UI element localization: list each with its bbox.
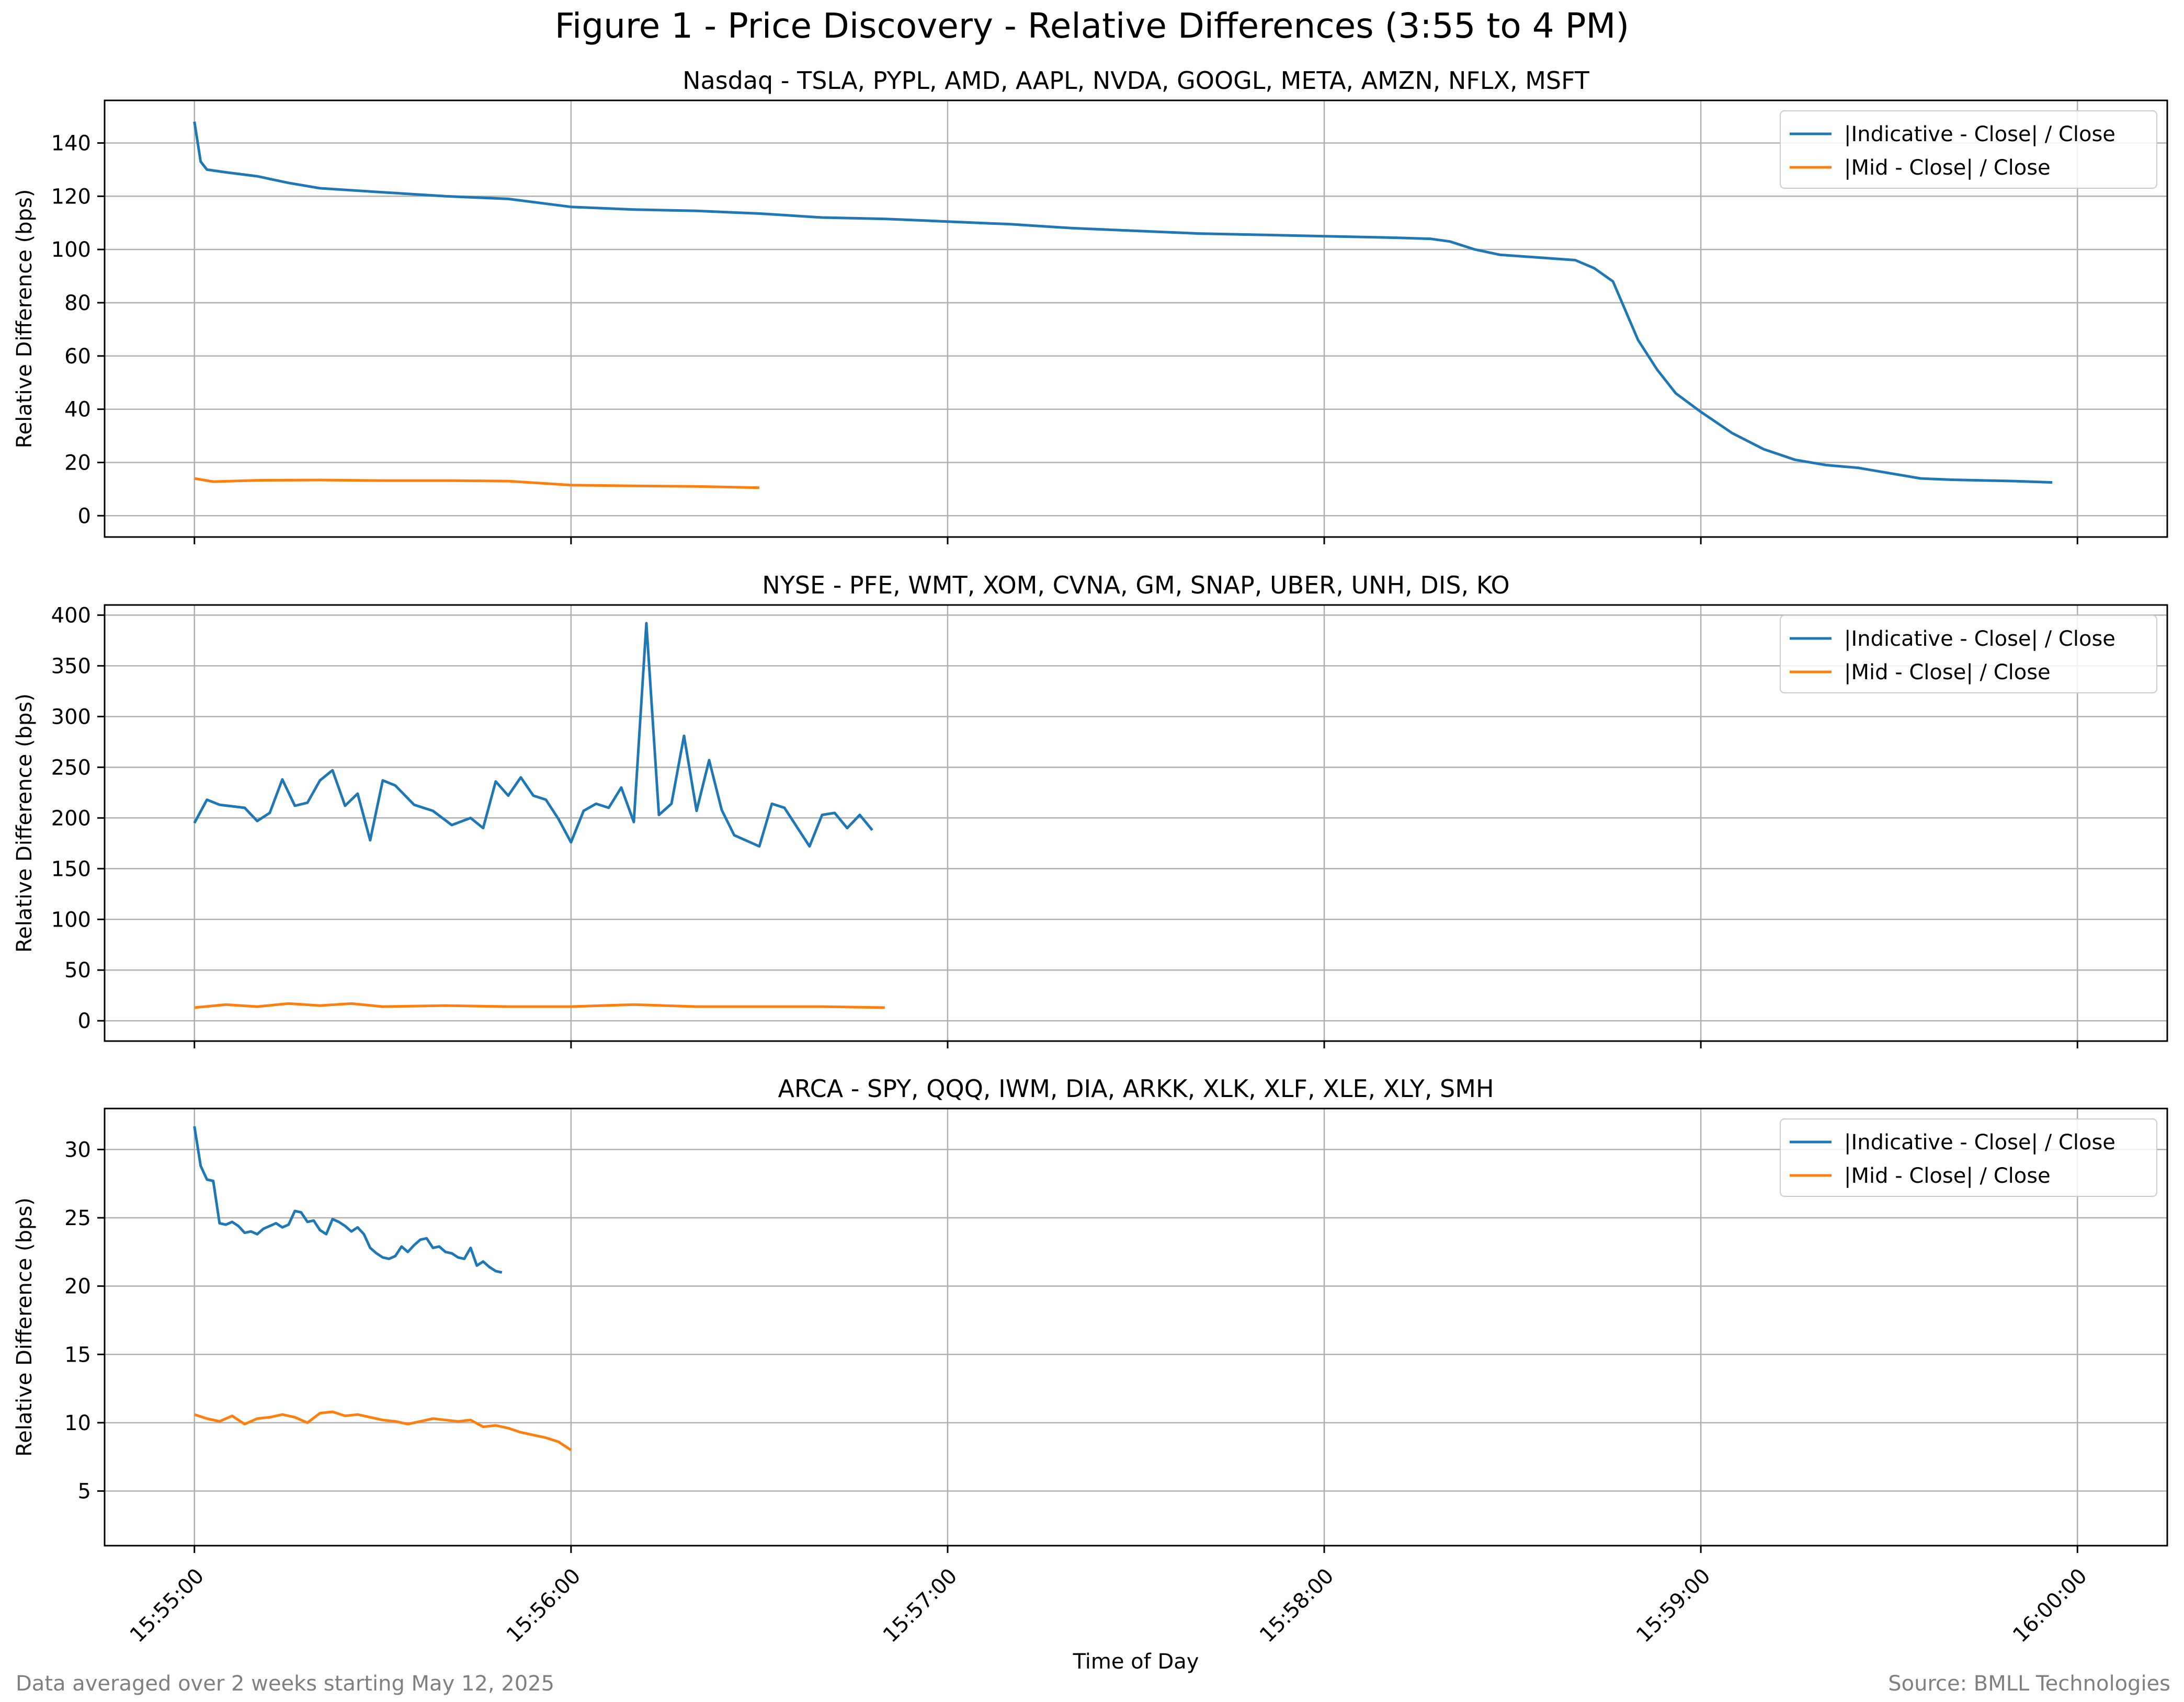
panel-title: NYSE - PFE, WMT, XOM, CVNA, GM, SNAP, UB… xyxy=(762,571,1509,599)
series-line-mid xyxy=(194,1002,885,1009)
panel-1: 0 20 40 60 80 100 120 140 Nasdaq - TSLA, PYPL, A… xyxy=(13,66,2168,544)
y-tick-label: 200 xyxy=(51,806,91,830)
legend-box xyxy=(1780,110,2157,189)
y-tick-label: 30 xyxy=(64,1138,91,1162)
series-line-indicative xyxy=(193,1126,503,1274)
y-axis-label: Relative Difference (bps) xyxy=(13,1197,37,1457)
y-tick-label: 10 xyxy=(64,1411,91,1435)
axes-frame xyxy=(104,1107,2168,1547)
series-line-indicative xyxy=(193,622,873,848)
y-tick-label: 400 xyxy=(51,603,91,627)
axes-frame xyxy=(104,604,2168,1042)
y-tick-label: 150 xyxy=(51,857,91,881)
legend-label: |Mid - Close| / Close xyxy=(1844,660,2051,684)
legend-label: |Mid - Close| / Close xyxy=(1844,1164,2051,1188)
y-tick-label: 25 xyxy=(64,1206,91,1230)
y-tick-label: 140 xyxy=(51,131,91,155)
y-tick-label: 20 xyxy=(64,451,91,475)
y-tick-label: 80 xyxy=(64,291,91,315)
legend-box xyxy=(1780,615,2157,693)
panel-title: ARCA - SPY, QQQ, IWM, DIA, ARKK, XLK, XL… xyxy=(778,1075,1494,1103)
x-axis-label: Time of Day xyxy=(1073,1650,1199,1674)
y-tick-label: 250 xyxy=(51,756,91,780)
series-line-indicative xyxy=(193,121,2053,484)
panel-2: 0 50 100 150 200 250 300 350 400 NYSE - PFE, WMT,… xyxy=(13,571,2168,1048)
y-tick-label: 0 xyxy=(78,504,91,528)
axes-frame xyxy=(104,99,2168,538)
y-tick-label: 50 xyxy=(64,958,91,983)
y-tick-label: 20 xyxy=(64,1275,91,1299)
legend-label: |Indicative - Close| / Close xyxy=(1844,627,2115,651)
y-tick-label: 15 xyxy=(64,1343,91,1367)
footnote-right: Source: BMLL Technologies xyxy=(1888,1672,2170,1696)
series-line-mid xyxy=(194,1410,572,1452)
y-tick-label: 100 xyxy=(51,908,91,932)
legend: |Indicative - Close| / Close |Mid - Close… xyxy=(1780,1118,2157,1197)
y-tick-label: 60 xyxy=(64,345,91,369)
y-tick-label: 5 xyxy=(78,1480,91,1504)
footnote-left: Data averaged over 2 weeks starting May … xyxy=(16,1672,554,1696)
y-axis-label: Relative Difference (bps) xyxy=(13,189,37,449)
y-tick-label: 0 xyxy=(78,1009,91,1033)
legend-label: |Mid - Close| / Close xyxy=(1844,156,2051,180)
legend: |Indicative - Close| / Close |Mid - Close… xyxy=(1780,615,2157,693)
legend: |Indicative - Close| / Close |Mid - Close… xyxy=(1780,110,2157,189)
legend-label: |Indicative - Close| / Close xyxy=(1844,122,2115,146)
figure-title: Figure 1 - Price Discovery - Relative Di… xyxy=(555,6,1629,46)
y-tick-label: 350 xyxy=(51,654,91,678)
panel-title: Nasdaq - TSLA, PYPL, AMD, AAPL, NVDA, GO… xyxy=(682,66,1590,95)
legend-box xyxy=(1780,1118,2157,1197)
y-tick-label: 120 xyxy=(51,185,91,209)
y-axis-label: Relative Difference (bps) xyxy=(13,693,37,953)
series-line-mid xyxy=(194,477,759,489)
y-tick-label: 300 xyxy=(51,705,91,729)
y-tick-label: 100 xyxy=(51,238,91,262)
legend-label: |Indicative - Close| / Close xyxy=(1844,1130,2115,1155)
y-tick-label: 40 xyxy=(64,398,91,422)
